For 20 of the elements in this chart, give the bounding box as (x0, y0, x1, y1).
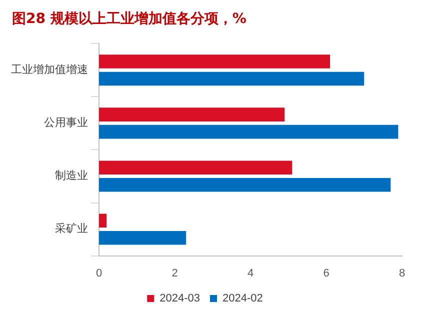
y-tick-label: 公用事业 (44, 116, 88, 130)
legend-label: 2024-03 (160, 292, 200, 305)
bar (99, 160, 292, 174)
legend-label: 2024-02 (222, 292, 263, 305)
x-tick-label: 8 (398, 267, 406, 280)
bar (99, 54, 330, 68)
bar (99, 108, 285, 122)
chart-title: 图28 规模以上工业增加值各分项，% (11, 10, 248, 29)
y-tick-label: 制造业 (55, 169, 88, 182)
x-tick-label: 6 (323, 267, 330, 280)
x-tick-label: 4 (247, 267, 254, 280)
y-tick-label: 工业增加值增速 (11, 62, 88, 76)
bar (99, 178, 391, 192)
y-tick-label: 采矿业 (55, 222, 88, 236)
x-tick-label: 2 (172, 267, 178, 280)
x-tick-label: 0 (96, 267, 102, 280)
bar (99, 72, 364, 86)
bar (99, 231, 186, 245)
bar (99, 124, 398, 139)
bar (99, 214, 107, 228)
